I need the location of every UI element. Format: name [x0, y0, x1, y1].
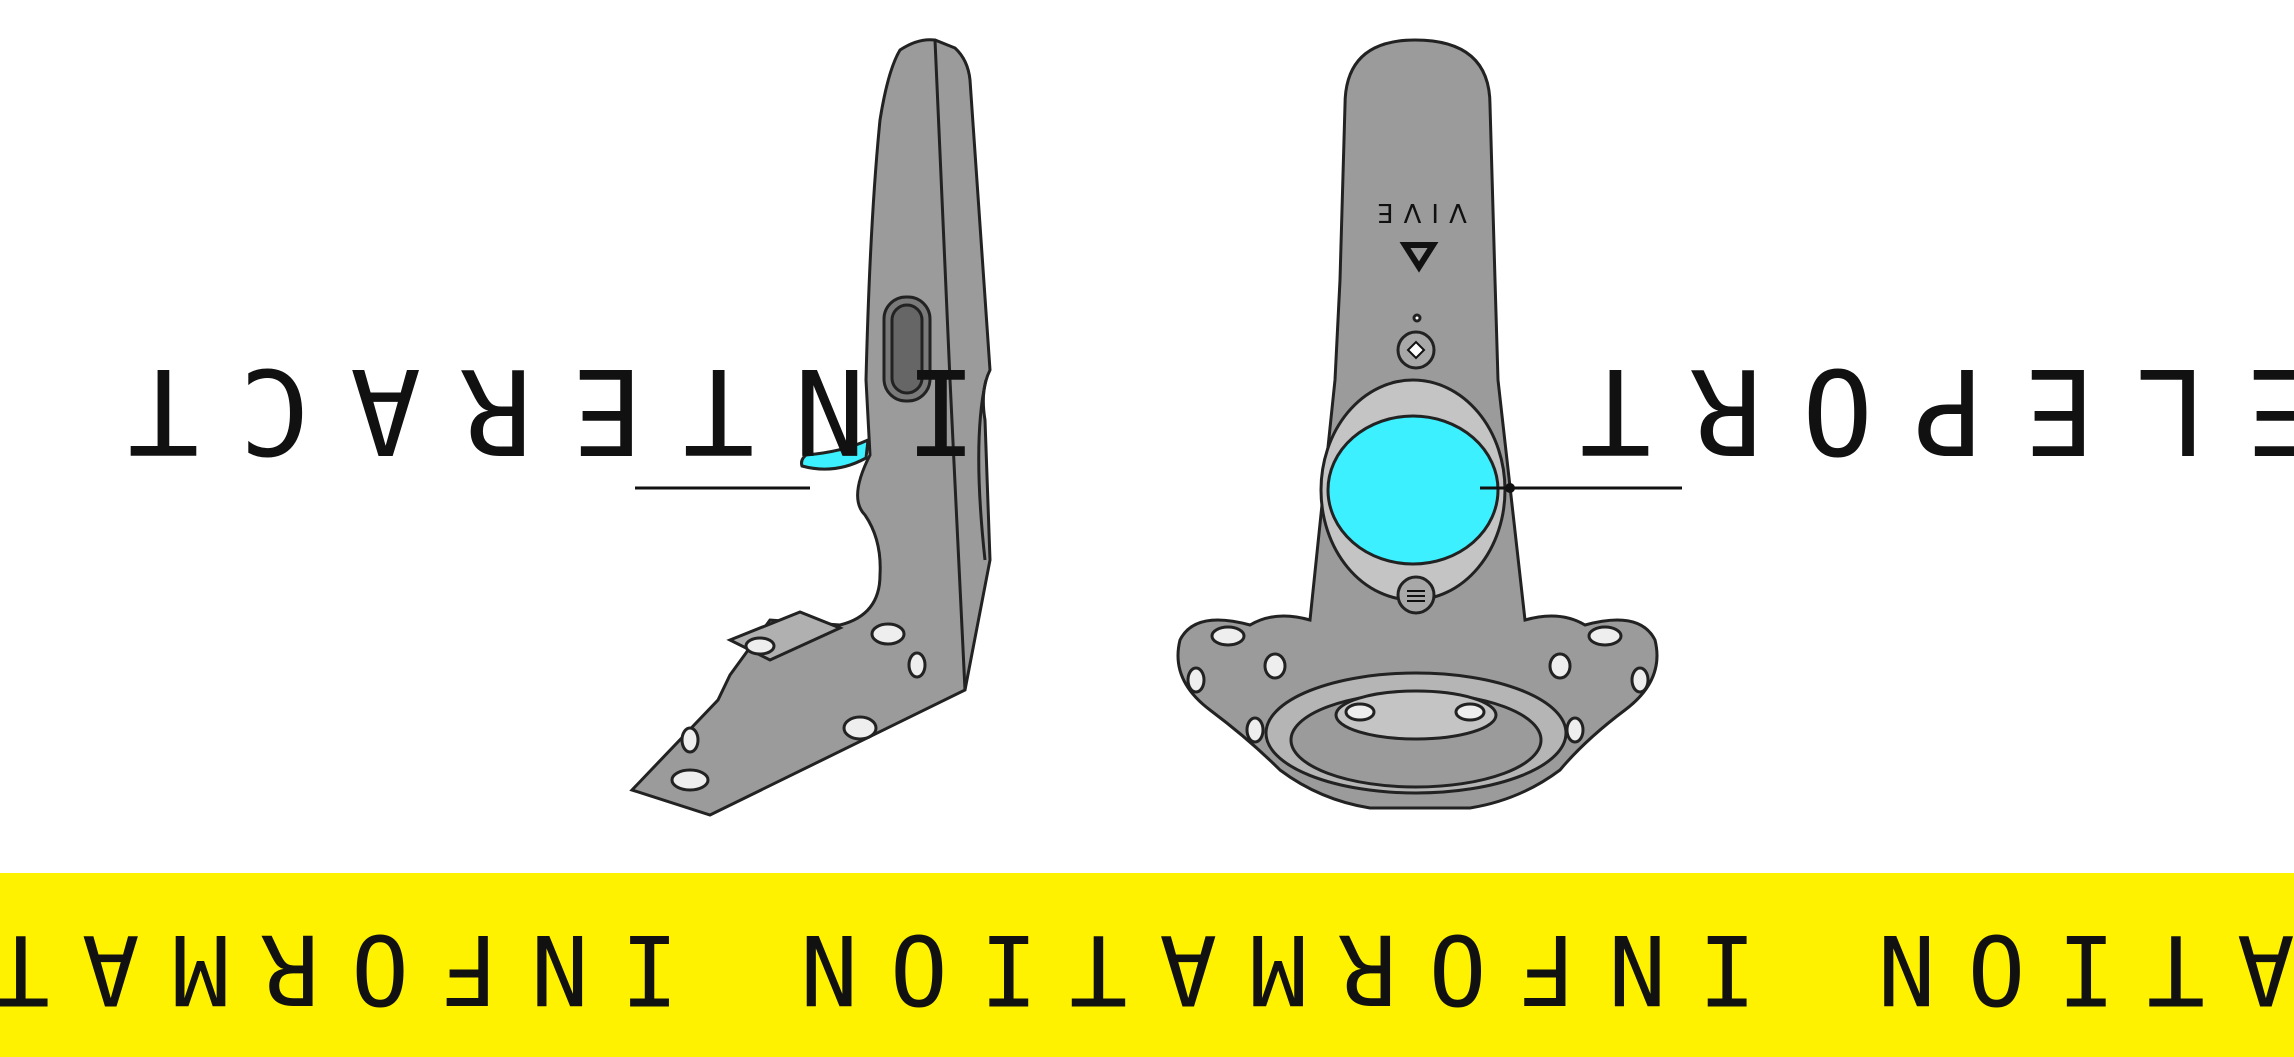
teleport-label: TELEPORT: [1540, 342, 2294, 480]
vive-logo-icon: [1399, 242, 1439, 273]
touchpad-highlight: [1326, 414, 1500, 566]
information-banner: INFORMATION INFORMATION INFORMAT: [0, 873, 2294, 1057]
banner-text: INFORMATION INFORMATION INFORMAT: [0, 913, 2294, 1025]
interact-label: INTERACT: [88, 342, 977, 480]
teleport-leader-dot: [1505, 483, 1515, 493]
controller-front-view: [1176, 38, 1659, 810]
banner-background: [0, 873, 2294, 1057]
trigger-highlight: [800, 437, 870, 471]
controller-side-view: [629, 38, 992, 817]
vive-brand-text: VIVE: [1367, 197, 1467, 227]
